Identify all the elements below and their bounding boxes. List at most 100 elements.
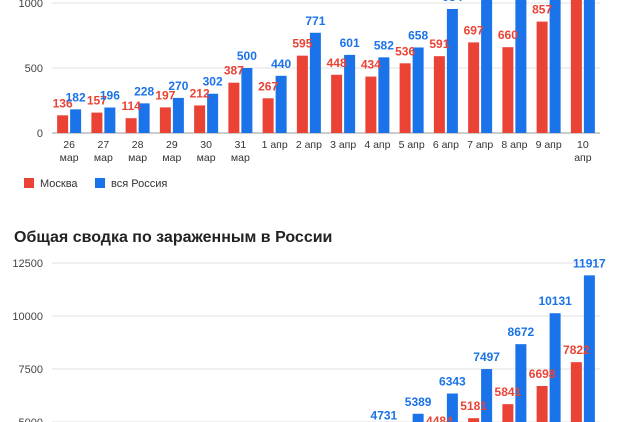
data-label-moscow: 212 bbox=[190, 86, 210, 100]
legend-swatch-moscow bbox=[24, 178, 34, 188]
bar-moscow bbox=[502, 47, 514, 134]
x-tick-label: мар bbox=[162, 152, 181, 164]
bar-russia bbox=[446, 393, 458, 422]
x-tick-label: 1 апр bbox=[262, 139, 288, 151]
y-tick-label: 5000 bbox=[19, 417, 43, 422]
data-label-moscow: 434 bbox=[361, 58, 381, 72]
data-label-russia: 658 bbox=[408, 28, 428, 42]
data-label-russia: 196 bbox=[100, 89, 120, 103]
data-label-moscow: 697 bbox=[464, 23, 484, 37]
bar-moscow bbox=[570, 362, 582, 422]
daily-cases-chart: 0500100013618226мар15719627мар11422828ма… bbox=[19, 0, 600, 164]
bar-moscow bbox=[536, 386, 548, 422]
bar-russia bbox=[412, 47, 424, 133]
bar-moscow bbox=[125, 118, 137, 133]
bar-moscow bbox=[536, 21, 548, 134]
bar-moscow bbox=[159, 107, 171, 133]
bar-moscow bbox=[502, 404, 514, 422]
data-label-moscow: 387 bbox=[224, 64, 244, 78]
data-label-moscow: 157 bbox=[87, 94, 107, 108]
data-label-moscow: 4484 bbox=[426, 414, 453, 422]
bar-russia bbox=[583, 0, 595, 133]
data-label-moscow: 136 bbox=[53, 96, 73, 110]
x-tick-label: 7 апр bbox=[467, 139, 493, 151]
data-label-russia: 10131 bbox=[538, 294, 572, 308]
bar-russia bbox=[446, 8, 458, 134]
bar-russia bbox=[481, 0, 493, 133]
bar-russia bbox=[172, 97, 184, 133]
bar-moscow bbox=[91, 112, 103, 133]
bar-russia bbox=[241, 68, 253, 133]
x-tick-label: 4 апр bbox=[364, 139, 390, 151]
bar-moscow bbox=[331, 74, 343, 133]
x-tick-label: 5 апр bbox=[399, 139, 425, 151]
bar-russia bbox=[549, 0, 561, 133]
y-tick-label: 1000 bbox=[19, 0, 43, 10]
data-label-russia: 582 bbox=[374, 38, 394, 52]
legend: Москва вся Россия bbox=[24, 178, 167, 190]
data-label-moscow: 857 bbox=[532, 3, 552, 17]
bar-moscow bbox=[468, 42, 480, 133]
data-label-moscow: 267 bbox=[258, 79, 278, 93]
data-label-moscow: 660 bbox=[498, 28, 518, 42]
x-tick-label: 28 bbox=[132, 139, 144, 151]
bar-russia bbox=[481, 369, 493, 422]
x-tick-label: мар bbox=[60, 152, 79, 164]
data-label-russia: 5389 bbox=[405, 395, 432, 409]
bar-russia bbox=[70, 109, 82, 133]
x-tick-label: апр bbox=[574, 152, 592, 164]
data-label-russia: 182 bbox=[66, 90, 86, 104]
legend-label-russia: вся Россия bbox=[111, 178, 167, 190]
bar-moscow bbox=[468, 418, 480, 422]
data-label-moscow: 7822 bbox=[563, 343, 590, 357]
x-tick-label: 26 bbox=[63, 139, 75, 151]
x-tick-label: 9 апр bbox=[536, 139, 562, 151]
data-label-russia: 7497 bbox=[473, 350, 500, 364]
data-label-moscow: 448 bbox=[327, 56, 347, 70]
bar-russia bbox=[583, 275, 595, 422]
data-label-russia: 500 bbox=[237, 49, 257, 63]
x-tick-label: 6 апр bbox=[433, 139, 459, 151]
bar-moscow bbox=[194, 105, 206, 133]
bar-russia bbox=[549, 313, 561, 422]
bar-russia bbox=[515, 0, 527, 133]
x-tick-label: мар bbox=[231, 152, 250, 164]
data-label-moscow: 595 bbox=[292, 37, 312, 51]
bar-russia bbox=[378, 57, 390, 134]
data-label-moscow: 6698 bbox=[529, 367, 556, 381]
cumulative-cases-chart: 5000750010000125004149473153896343749786… bbox=[12, 256, 606, 422]
x-tick-label: мар bbox=[128, 152, 147, 164]
y-tick-label: 7500 bbox=[19, 364, 43, 376]
y-tick-label: 0 bbox=[37, 128, 43, 140]
x-tick-label: 29 bbox=[166, 139, 178, 151]
bar-russia bbox=[515, 344, 527, 422]
bar-russia bbox=[207, 93, 219, 133]
chart-title: Общая сводка по зараженным в России bbox=[14, 229, 332, 246]
x-tick-label: мар bbox=[94, 152, 113, 164]
x-tick-label: мар bbox=[197, 152, 216, 164]
x-tick-label: 27 bbox=[98, 139, 110, 151]
bar-russia bbox=[412, 413, 424, 422]
y-tick-label: 500 bbox=[25, 63, 43, 75]
data-label-russia: 11917 bbox=[573, 256, 606, 270]
y-tick-label: 10000 bbox=[12, 311, 43, 323]
bar-moscow bbox=[433, 56, 445, 133]
data-label-russia: 4731 bbox=[371, 409, 398, 422]
x-tick-label: 10 bbox=[577, 139, 589, 151]
data-label-russia: 6343 bbox=[439, 375, 466, 389]
bar-moscow bbox=[57, 115, 69, 133]
bar-russia bbox=[138, 103, 150, 133]
data-label-russia: 771 bbox=[305, 14, 325, 28]
bar-moscow bbox=[296, 55, 308, 133]
y-tick-label: 12500 bbox=[12, 258, 43, 270]
bar-moscow bbox=[365, 76, 377, 133]
legend-swatch-russia bbox=[95, 178, 105, 188]
data-label-russia: 302 bbox=[203, 75, 223, 89]
data-label-moscow: 5181 bbox=[460, 399, 487, 413]
x-tick-label: 3 апр bbox=[330, 139, 356, 151]
x-tick-label: 31 bbox=[235, 139, 247, 151]
legend-label-moscow: Москва bbox=[40, 178, 78, 190]
x-tick-label: 8 апр bbox=[501, 139, 527, 151]
data-label-moscow: 536 bbox=[395, 44, 415, 58]
data-label-moscow: 5841 bbox=[495, 385, 522, 399]
